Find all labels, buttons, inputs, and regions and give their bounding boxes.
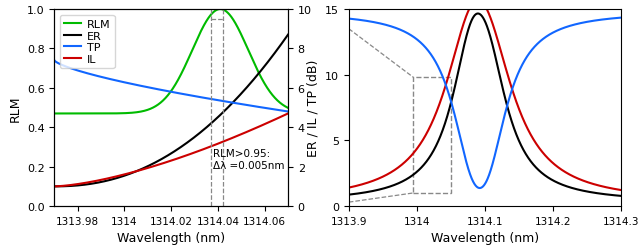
TP (91, 74, 99, 78)
X-axis label: Wavelength (nm): Wavelength (nm) (117, 232, 225, 244)
TP (77, 71, 85, 74)
Bar (413, 78, 451, 193)
Line: IL: IL (54, 114, 288, 186)
RLM (140, 110, 148, 113)
ER (77, 184, 85, 187)
IL (150, 165, 158, 168)
Line: RLM: RLM (54, 10, 288, 114)
ER (280, 40, 287, 43)
RLM (77, 112, 85, 116)
IL (140, 168, 148, 171)
Line: TP: TP (54, 61, 288, 112)
RLM (51, 112, 58, 116)
IL (284, 112, 292, 116)
X-axis label: Wavelength (nm): Wavelength (nm) (431, 232, 539, 244)
TP (284, 110, 292, 114)
ER (150, 162, 158, 165)
ER (140, 167, 148, 170)
TP (255, 106, 262, 109)
TP (280, 110, 287, 113)
RLM (284, 107, 292, 110)
RLM (255, 71, 262, 74)
IL (255, 126, 262, 129)
Text: RLM>0.95:
Δλ =0.005nm: RLM>0.95: Δλ =0.005nm (213, 148, 285, 170)
TP (51, 60, 58, 62)
IL (77, 182, 85, 185)
TP (150, 88, 158, 91)
IL (280, 115, 287, 118)
Y-axis label: ER / IL / TP (dB): ER / IL / TP (dB) (307, 60, 319, 156)
Line: ER: ER (54, 36, 288, 186)
ER (255, 73, 262, 76)
ER (91, 182, 99, 185)
RLM (216, 8, 224, 12)
Legend: RLM, ER, TP, IL: RLM, ER, TP, IL (60, 16, 115, 69)
TP (140, 86, 148, 88)
RLM (91, 112, 99, 116)
RLM (150, 106, 158, 109)
IL (91, 180, 99, 183)
IL (51, 185, 58, 188)
ER (284, 34, 292, 37)
Y-axis label: RLM: RLM (8, 95, 21, 121)
ER (51, 185, 58, 188)
RLM (280, 104, 287, 107)
